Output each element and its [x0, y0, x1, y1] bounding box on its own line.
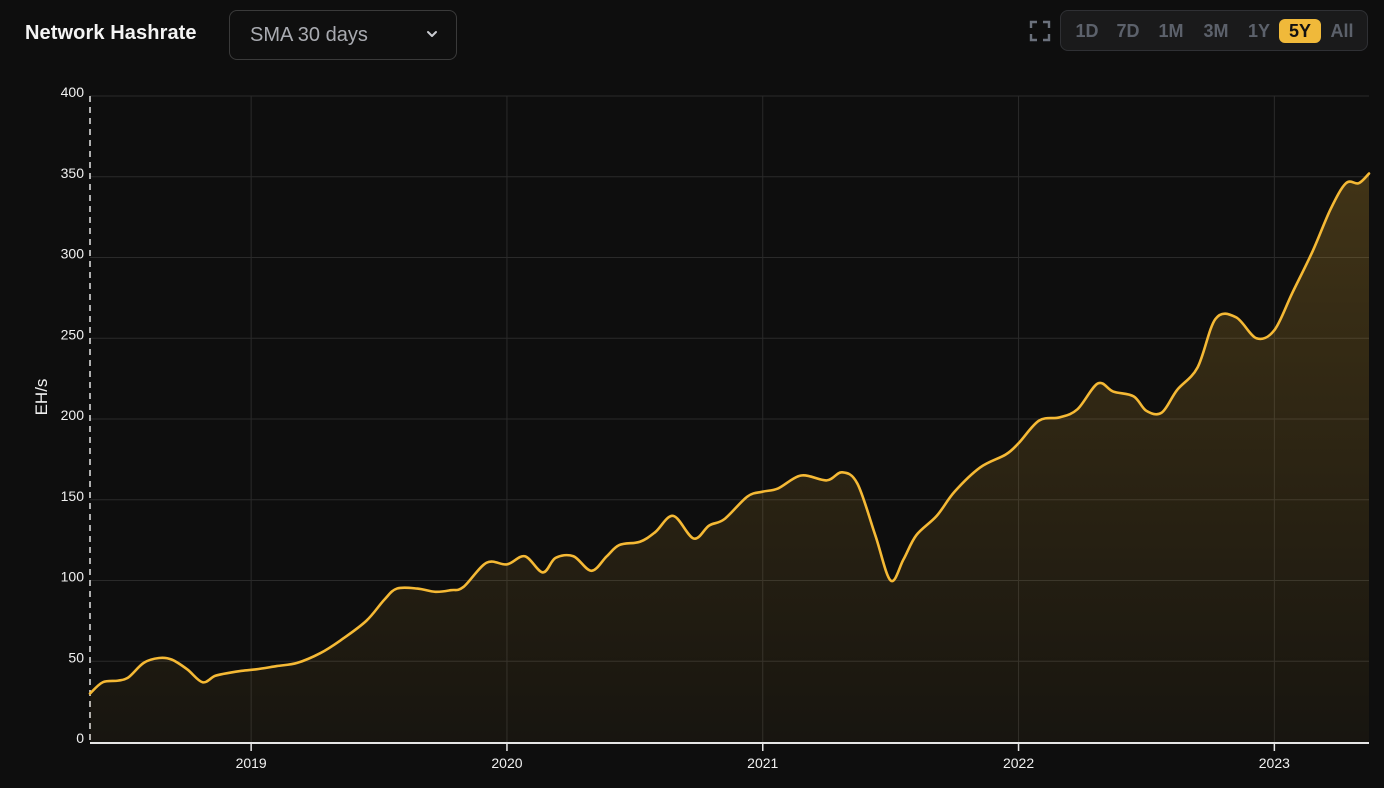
y-tick-label: 400	[61, 84, 85, 100]
range-1d-button[interactable]: 1D	[1075, 20, 1099, 41]
y-tick-label: 350	[61, 165, 85, 181]
x-tick-label: 2020	[491, 755, 522, 771]
range-all-button[interactable]: All	[1330, 20, 1354, 41]
dropdown-selected-value: SMA 30 days	[250, 24, 368, 46]
x-tick-label: 2022	[1003, 755, 1034, 771]
y-tick-label: 100	[61, 569, 85, 585]
y-tick-label: 0	[76, 730, 84, 746]
x-tick-label: 2021	[747, 755, 778, 771]
hashrate-line	[88, 172, 1371, 695]
range-3m-button[interactable]: 3M	[1203, 20, 1229, 41]
y-axis-label: EH/s	[32, 379, 51, 416]
y-axis: 0 50 100 150 200 250 300 350 400	[61, 84, 91, 746]
y-tick-label: 50	[68, 649, 84, 665]
time-range-selector: 1D 7D 1M 3M 1Y 5Y All	[1060, 10, 1368, 51]
range-1y-button[interactable]: 1Y	[1247, 20, 1271, 41]
fullscreen-icon[interactable]	[1029, 20, 1051, 42]
range-1m-button[interactable]: 1M	[1158, 20, 1184, 41]
range-5y-button[interactable]: 5Y	[1279, 18, 1321, 43]
range-7d-button[interactable]: 7D	[1116, 20, 1140, 41]
sma-period-dropdown[interactable]: SMA 30 days	[229, 10, 457, 60]
x-axis: 2019 2020 2021 2022 2023	[90, 742, 1369, 771]
y-tick-label: 250	[61, 326, 85, 342]
hashrate-area-fill	[90, 173, 1369, 742]
chevron-down-icon	[427, 31, 437, 37]
chart-title: Network Hashrate	[25, 22, 197, 44]
x-tick-label: 2019	[236, 755, 267, 771]
x-tick-label: 2023	[1259, 755, 1290, 771]
y-tick-label: 300	[61, 246, 85, 262]
y-tick-label: 200	[61, 407, 85, 423]
y-tick-label: 150	[61, 488, 85, 504]
